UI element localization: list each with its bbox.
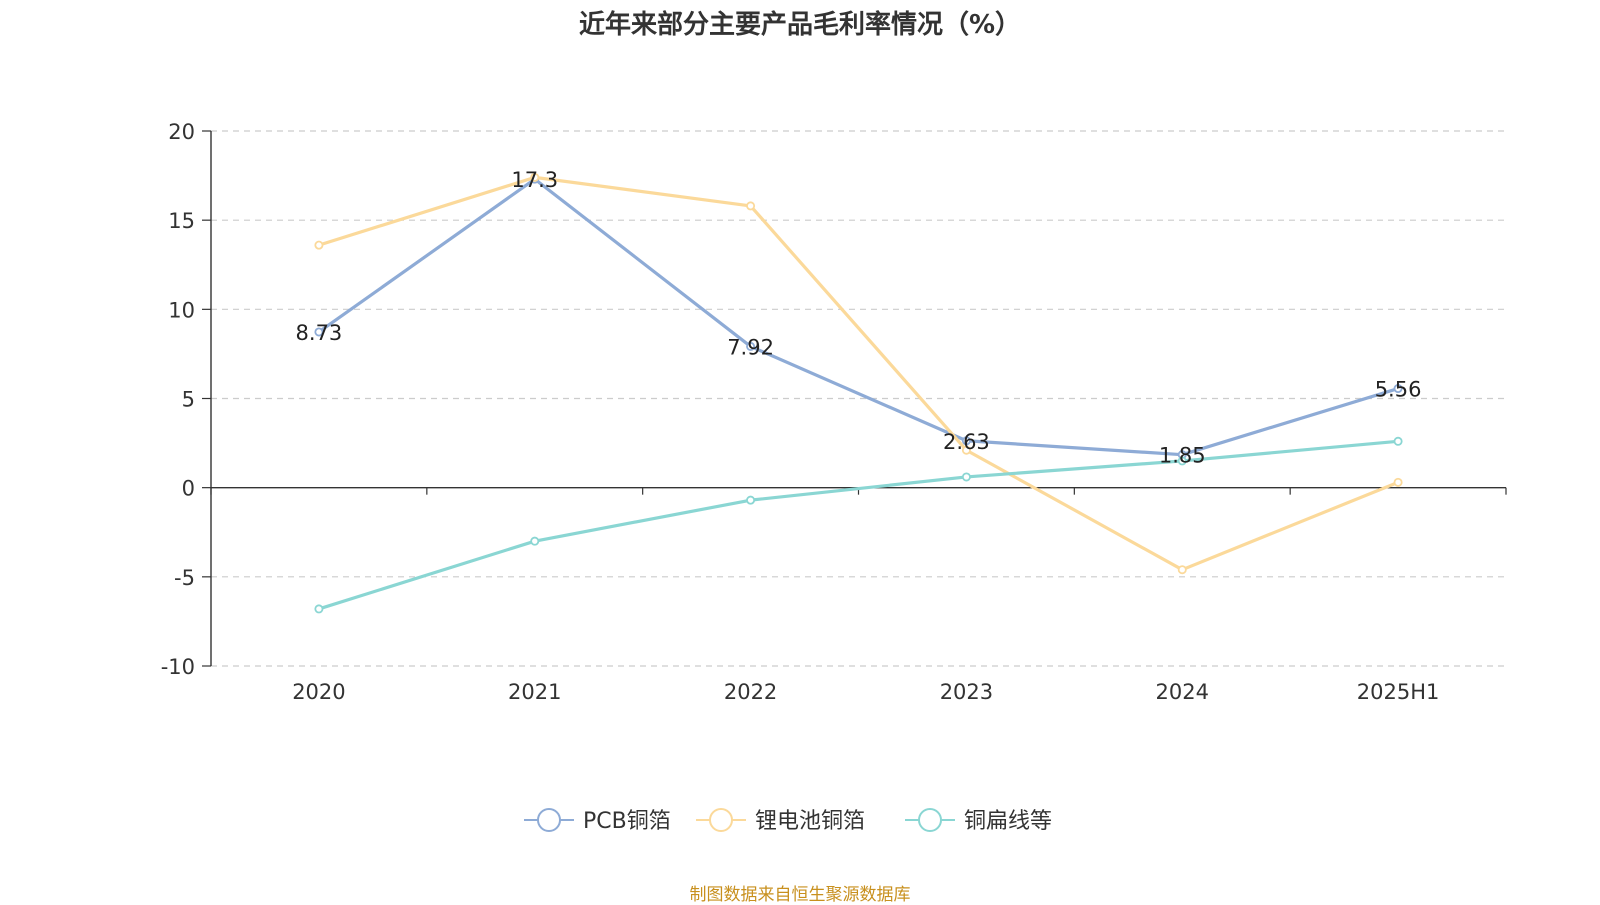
x-tick-label: 2020 (292, 680, 345, 704)
data-point (314, 327, 324, 337)
data-point (1393, 477, 1403, 487)
x-tick-label: 2021 (508, 680, 561, 704)
legend[interactable]: PCB铜箔 锂电池铜箔 铜扁线等 (524, 808, 1052, 834)
legend-swatch-marker (537, 808, 561, 832)
data-label: 5.56 (1375, 378, 1422, 402)
y-tick-label: -10 (161, 655, 195, 679)
data-point (314, 604, 324, 614)
y-tick-label: 5 (182, 388, 195, 412)
legend-swatch-marker (918, 808, 942, 832)
gridlines (211, 130, 1506, 667)
data-point (746, 341, 756, 351)
legend-item[interactable]: PCB铜箔 (524, 808, 671, 834)
y-tick-label: 15 (168, 209, 195, 233)
x-tick-label: 2022 (724, 680, 777, 704)
y-tick-label: -5 (174, 566, 195, 590)
series-line-3 (318, 439, 1399, 611)
series-line-2 (318, 175, 1399, 572)
legend-item[interactable]: 铜扁线等 (905, 808, 1052, 834)
data-point (314, 240, 324, 250)
legend-label: 锂电池铜箔 (755, 809, 865, 834)
legend-item[interactable]: 锂电池铜箔 (696, 808, 865, 834)
data-point (1393, 384, 1403, 394)
data-point (961, 445, 971, 455)
data-point (530, 172, 540, 182)
data-point (746, 495, 756, 505)
data-point (746, 201, 756, 211)
data-label: 7.92 (727, 335, 774, 359)
data-point (1177, 565, 1187, 575)
data-label: 17.3 (511, 168, 558, 192)
y-tick-label: 20 (168, 120, 195, 144)
data-point (961, 436, 971, 446)
chart-title: 近年来部分主要产品毛利率情况（%） (578, 10, 1022, 40)
data-point (530, 536, 540, 546)
data-label: 2.63 (943, 430, 990, 454)
series-line-1 (317, 177, 1399, 457)
data-label: 8.73 (296, 321, 343, 345)
data-point (1177, 456, 1187, 466)
data-point (961, 472, 971, 482)
data-label: 1.85 (1159, 444, 1206, 468)
x-tick-label: 2023 (940, 680, 993, 704)
y-tick-label: 10 (168, 298, 195, 322)
data-point (1393, 436, 1403, 446)
legend-swatch-marker (709, 808, 733, 832)
x-tick-label: 2024 (1156, 680, 1209, 704)
data-labels: 8.73 17.3 7.92 2.63 1.85 5.56 (296, 168, 1422, 468)
x-tick-label: 2025H1 (1357, 680, 1440, 704)
legend-label: PCB铜箔 (583, 809, 671, 834)
y-tick-label: 0 (182, 477, 195, 501)
data-source-note: 制图数据来自恒生聚源数据库 (689, 885, 911, 905)
legend-label: 铜扁线等 (964, 809, 1052, 834)
series-lines (314, 172, 1403, 614)
